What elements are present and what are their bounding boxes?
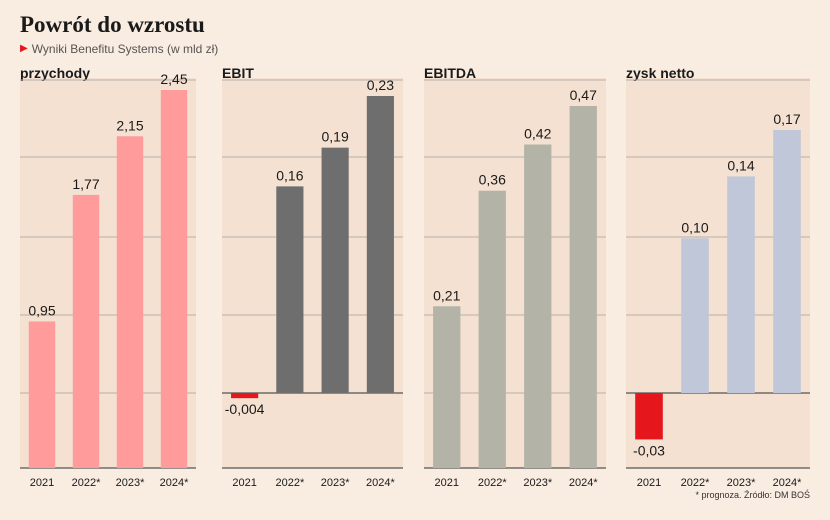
bar — [231, 393, 259, 399]
bar — [366, 96, 394, 393]
x-tick-label: 2022* — [681, 477, 710, 489]
bar — [433, 306, 461, 468]
data-label: -0,03 — [633, 442, 665, 458]
x-tick-label: 2022* — [72, 477, 101, 489]
bar — [116, 136, 144, 469]
panel-zysk-netto-title: zysk netto — [626, 65, 694, 81]
bar — [773, 130, 801, 393]
x-tick-label: 2022* — [275, 477, 304, 489]
data-label: 0,21 — [433, 287, 460, 303]
x-tick-label: 2023* — [523, 477, 552, 489]
data-label: 0,14 — [727, 157, 754, 173]
data-label: -0,004 — [225, 401, 265, 417]
bar — [478, 190, 506, 469]
x-tick-label: 2021 — [232, 477, 256, 489]
x-tick-label: 2024* — [773, 477, 802, 489]
x-tick-label: 2022* — [478, 477, 507, 489]
bar — [28, 321, 56, 468]
x-tick-label: 2021 — [435, 477, 459, 489]
data-label: 2,15 — [116, 117, 143, 133]
bar — [321, 147, 349, 393]
data-label: 0,19 — [322, 129, 349, 145]
bar — [727, 176, 755, 393]
data-label: 0,36 — [479, 172, 506, 188]
panel-ebitda-title: EBITDA — [424, 65, 476, 81]
triangle-right-icon: ▶ — [20, 43, 28, 54]
x-tick-label: 2021 — [30, 477, 54, 489]
bar — [524, 144, 552, 469]
data-label: 0,42 — [524, 126, 551, 142]
data-label: 0,23 — [367, 77, 394, 93]
data-label: 0,10 — [681, 219, 708, 235]
data-label: 0,17 — [773, 111, 800, 127]
panel-przychody-title: przychody — [20, 65, 90, 81]
x-tick-label: 2023* — [727, 477, 756, 489]
x-tick-label: 2021 — [637, 477, 661, 489]
bar — [276, 186, 304, 393]
panel-ebit-title: EBIT — [222, 65, 254, 81]
x-tick-label: 2024* — [160, 477, 189, 489]
data-label: 0,16 — [276, 167, 303, 183]
x-tick-label: 2023* — [321, 477, 350, 489]
footnote: * prognoza. Źródło: DM BOŚ — [695, 490, 810, 500]
x-tick-label: 2024* — [366, 477, 395, 489]
x-tick-label: 2024* — [569, 477, 598, 489]
data-label: 2,45 — [160, 71, 187, 87]
data-label: 0,95 — [28, 302, 55, 318]
page-title: Powrót do wzrostu — [20, 12, 205, 37]
data-label: 1,77 — [72, 176, 99, 192]
subtitle-text: Wyniki Benefitu Systems (w mld zł) — [31, 42, 219, 56]
bar — [160, 90, 188, 468]
subtitle: ▶ Wyniki Benefitu Systems (w mld zł) — [20, 42, 218, 56]
bar — [635, 393, 663, 440]
data-label: 0,47 — [570, 87, 597, 103]
bar — [72, 194, 100, 468]
x-tick-label: 2023* — [116, 477, 145, 489]
bar — [569, 106, 597, 468]
bar — [681, 238, 709, 393]
